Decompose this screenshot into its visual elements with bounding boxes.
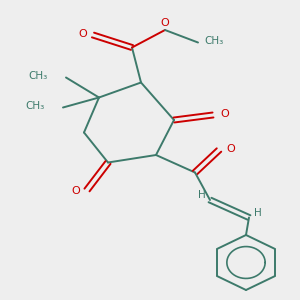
- Text: O: O: [220, 109, 229, 119]
- Text: O: O: [71, 186, 80, 196]
- Text: CH₃: CH₃: [26, 101, 45, 111]
- Text: H: H: [198, 190, 206, 200]
- Text: O: O: [226, 144, 235, 154]
- Text: O: O: [160, 18, 169, 28]
- Text: O: O: [78, 29, 87, 39]
- Text: H: H: [254, 208, 261, 218]
- Text: CH₃: CH₃: [29, 71, 48, 81]
- Text: CH₃: CH₃: [205, 36, 224, 46]
